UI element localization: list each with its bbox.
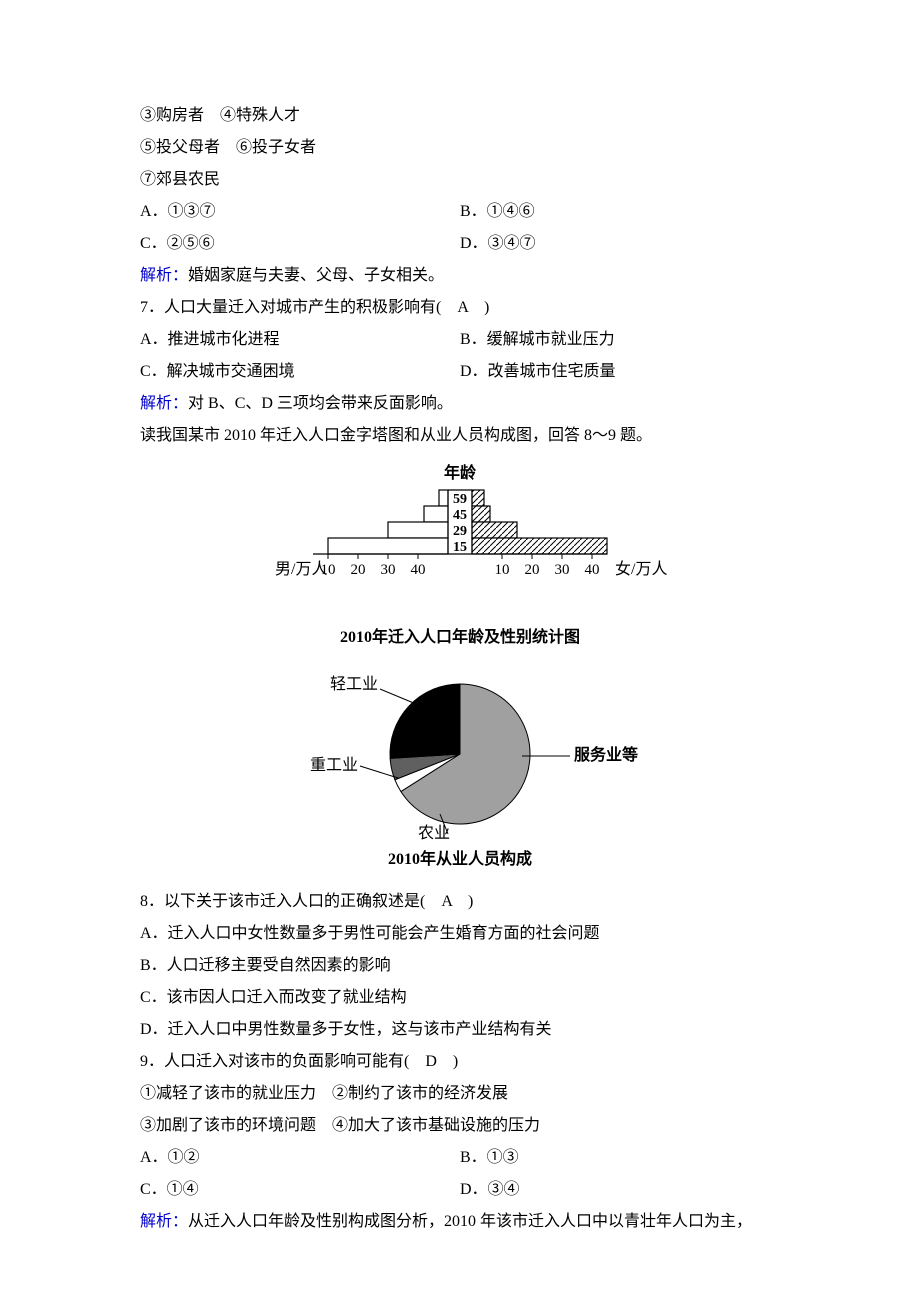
- q8-option-c: C．该市因人口迁入而改变了就业结构: [140, 982, 780, 1014]
- intro-line-5: ⑤投父母者 ⑥投子女者: [140, 132, 780, 164]
- q9-option-c: C．①④: [140, 1174, 460, 1206]
- svg-text:45: 45: [453, 508, 467, 523]
- q9-option-d: D．③④: [460, 1174, 780, 1206]
- svg-text:30: 30: [555, 562, 570, 578]
- q7-explain-text: 对 B、C、D 三项均会带来反面影响。: [188, 395, 453, 412]
- svg-text:29: 29: [453, 524, 467, 539]
- pyramid-caption: 2010年迁入人口年龄及性别统计图: [340, 622, 580, 654]
- svg-text:男/万人: 男/万人: [275, 560, 327, 578]
- pyramid-chart: 年龄594529154010302020301040男/万人女/万人 2010年…: [140, 462, 780, 654]
- svg-text:10: 10: [495, 562, 510, 578]
- svg-text:59: 59: [453, 492, 467, 507]
- svg-text:服务业等: 服务业等: [574, 745, 638, 764]
- q9-sub2: ③加剧了该市的环境问题 ④加大了该市基础设施的压力: [140, 1110, 780, 1142]
- q7-option-a: A．推进城市化进程: [140, 324, 460, 356]
- q6-option-a: A．①③⑦: [140, 196, 460, 228]
- pie-svg: 轻工业重工业农业 服务业等: [250, 664, 670, 844]
- lead-8-9: 读我国某市 2010 年迁入人口金字塔图和从业人员构成图，回答 8～9 题。: [140, 420, 780, 452]
- pyramid-svg: 年龄594529154010302020301040男/万人女/万人: [220, 462, 700, 622]
- q8-option-d: D．迁入人口中男性数量多于女性，这与该市产业结构有关: [140, 1014, 780, 1046]
- q7-option-b: B．缓解城市就业压力: [460, 324, 780, 356]
- svg-text:年龄: 年龄: [444, 463, 477, 482]
- intro-line-7: ⑦郊县农民: [140, 164, 780, 196]
- q6-explain-text: 婚姻家庭与夫妻、父母、子女相关。: [188, 267, 444, 284]
- intro-line-3: ③购房者 ④特殊人才: [140, 100, 780, 132]
- q9-option-b: B．①③: [460, 1142, 780, 1174]
- svg-text:农业: 农业: [418, 824, 450, 842]
- svg-text:重工业: 重工业: [310, 756, 358, 774]
- svg-text:轻工业: 轻工业: [330, 675, 378, 693]
- svg-text:15: 15: [453, 540, 467, 555]
- q89-explain-text: 从迁入人口年龄及性别构成图分析，2010 年该市迁入人口中以青壮年人口为主，: [188, 1213, 752, 1230]
- q8-stem: 8．以下关于该市迁入人口的正确叙述是( A ): [140, 886, 780, 918]
- q89-explain-label: 解析：: [140, 1213, 188, 1230]
- q8-option-a: A．迁入人口中女性数量多于男性可能会产生婚育方面的社会问题: [140, 918, 780, 950]
- svg-text:30: 30: [381, 562, 396, 578]
- q9-stem: 9．人口迁入对该市的负面影响可能有( D ): [140, 1046, 780, 1078]
- q6-option-c: C．②⑤⑥: [140, 228, 460, 260]
- svg-text:20: 20: [525, 562, 540, 578]
- svg-text:40: 40: [411, 562, 426, 578]
- q7-option-c: C．解决城市交通困境: [140, 356, 460, 388]
- pie-chart: 轻工业重工业农业 服务业等 2010年从业人员构成: [140, 664, 780, 876]
- svg-text:40: 40: [585, 562, 600, 578]
- q9-option-a: A．①②: [140, 1142, 460, 1174]
- pie-caption: 2010年从业人员构成: [388, 844, 532, 876]
- q7-explain-label: 解析：: [140, 395, 188, 412]
- q6-option-d: D．③④⑦: [460, 228, 780, 260]
- q6-explain-label: 解析：: [140, 267, 188, 284]
- q9-sub1: ①减轻了该市的就业压力 ②制约了该市的经济发展: [140, 1078, 780, 1110]
- q7-option-d: D．改善城市住宅质量: [460, 356, 780, 388]
- svg-text:女/万人: 女/万人: [615, 559, 667, 578]
- svg-text:20: 20: [351, 562, 366, 578]
- q6-option-b: B．①④⑥: [460, 196, 780, 228]
- q7-stem: 7．人口大量迁入对城市产生的积极影响有( A ): [140, 292, 780, 324]
- q8-option-b: B．人口迁移主要受自然因素的影响: [140, 950, 780, 982]
